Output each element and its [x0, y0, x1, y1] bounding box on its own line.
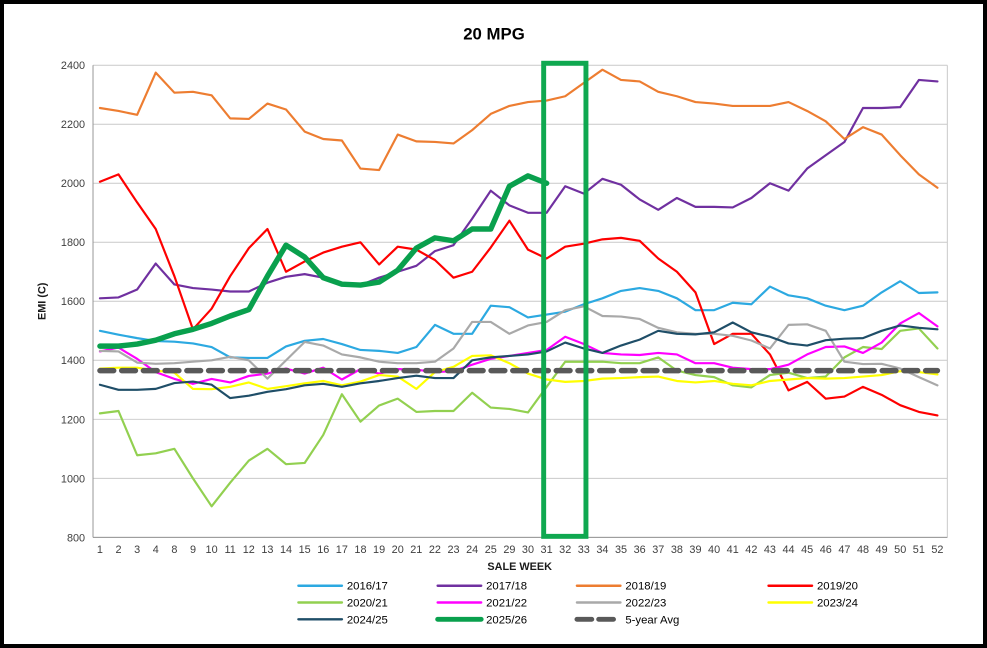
y-axis-title: EMI (C)	[37, 282, 49, 320]
x-tick-label: 46	[820, 544, 832, 556]
x-tick-label: 51	[913, 544, 925, 556]
x-tick-label: 14	[280, 544, 292, 556]
x-tick-label: 22	[429, 544, 441, 556]
x-tick-label: 43	[764, 544, 776, 556]
x-tick-label: 49	[876, 544, 888, 556]
series-line-2019-20	[98, 173, 939, 417]
x-tick-label: 2	[116, 544, 122, 556]
legend-item: 2018/19	[575, 581, 666, 593]
x-tick-label: 25	[485, 544, 497, 556]
y-tick-label: 2400	[61, 60, 85, 72]
x-tick-label: 18	[354, 544, 366, 556]
series-line-2017-18	[98, 78, 939, 300]
x-tick-label: 38	[671, 544, 683, 556]
series-line-2022-23	[98, 305, 939, 387]
x-tick-label: 50	[894, 544, 906, 556]
y-tick-label: 2000	[61, 178, 85, 190]
x-tick-label: 19	[373, 544, 385, 556]
x-tick-label: 8	[171, 544, 177, 556]
legend-item: 2020/21	[297, 597, 388, 609]
axes	[92, 65, 948, 538]
y-tick-label: 1600	[61, 296, 85, 308]
x-tick-label: 16	[317, 544, 329, 556]
x-tick-label: 47	[838, 544, 850, 556]
series-lines	[97, 68, 941, 508]
x-tick-label: 32	[559, 544, 571, 556]
legend-item: 2025/26	[435, 614, 527, 626]
legend-item: 2024/25	[297, 614, 388, 626]
legend-item: 2023/24	[767, 597, 858, 609]
legend-item: 2017/18	[436, 581, 527, 593]
series-line-2020-21	[98, 327, 939, 508]
highlight-annotation	[541, 60, 589, 539]
y-tick-label: 800	[67, 532, 85, 544]
x-tick-label: 33	[578, 544, 590, 556]
x-tick-label: 39	[689, 544, 701, 556]
x-tick-label: 11	[225, 544, 236, 556]
legend-item: 2021/22	[436, 597, 527, 609]
legend-label: 5-year Avg	[625, 614, 679, 626]
x-tick-label: 52	[931, 544, 943, 556]
highlight-rect-weeks-31-32	[541, 60, 589, 539]
x-tick-label: 42	[745, 544, 757, 556]
y-tick-label: 2200	[61, 119, 85, 131]
x-tick-label: 15	[299, 544, 311, 556]
x-tick-label: 44	[783, 544, 795, 556]
gridlines	[93, 64, 948, 538]
legend-label: 2025/26	[486, 614, 527, 626]
y-tick-label: 1200	[61, 414, 85, 426]
x-tick-label: 4	[153, 544, 159, 556]
legend-label: 2016/17	[347, 581, 388, 593]
y-tick-label: 1800	[61, 237, 85, 249]
x-tick-label: 37	[652, 544, 664, 556]
series-line-2018-19	[98, 68, 939, 189]
x-tick-label: 13	[261, 544, 273, 556]
x-tick-label: 36	[634, 544, 646, 556]
x-tick-label: 21	[410, 544, 422, 556]
x-tick-label: 34	[596, 544, 608, 556]
legend-item: 2022/23	[575, 597, 666, 609]
x-tick-labels: 1 2 3 4 8 9 10 11 12 13 14 15 16 17 18 19 20 21 22 23 24 25 29…	[97, 544, 944, 556]
legend-label: 2023/24	[817, 597, 858, 609]
legend-label: 2020/21	[347, 597, 388, 609]
legend-label: 2017/18	[486, 581, 527, 593]
x-axis-title: SALE WEEK	[487, 561, 552, 573]
legend-label: 2022/23	[625, 597, 666, 609]
x-tick-label: 41	[727, 544, 739, 556]
legend-item: 2016/17	[297, 581, 388, 593]
x-tick-label: 12	[243, 544, 255, 556]
chart-title: 20 MPG	[463, 25, 525, 44]
x-tick-label: 31	[541, 544, 553, 556]
x-tick-label: 29	[503, 544, 515, 556]
legend-label: 2021/22	[486, 597, 527, 609]
x-tick-label: 23	[447, 544, 459, 556]
legend-label: 2024/25	[347, 614, 388, 626]
x-tick-label: 9	[190, 544, 196, 556]
legend-item: 2019/20	[767, 581, 858, 593]
x-tick-label: 24	[466, 544, 478, 556]
legend-label: 2018/19	[625, 581, 666, 593]
x-tick-label: 3	[134, 544, 140, 556]
series-line-2025-26	[97, 173, 550, 349]
y-tick-label: 1000	[61, 473, 85, 485]
series-line-2024-25	[98, 321, 939, 400]
legend: 2016/17 2017/18 2018/19 2019/20 2020/21 2021/…	[297, 581, 858, 626]
x-tick-label: 45	[801, 544, 813, 556]
legend-label: 2019/20	[817, 581, 858, 593]
x-tick-label: 30	[522, 544, 534, 556]
x-tick-label: 35	[615, 544, 627, 556]
x-tick-label: 48	[857, 544, 869, 556]
x-tick-label: 1	[97, 544, 103, 556]
x-tick-label: 40	[708, 544, 720, 556]
y-tick-label: 1400	[61, 355, 85, 367]
legend-item: 5-year Avg	[574, 614, 679, 626]
x-tick-label: 17	[336, 544, 348, 556]
x-tick-label: 10	[206, 544, 218, 556]
y-tick-labels: 800 1000 1200 1400 1600 1800 2000 2200 2400	[61, 60, 85, 544]
x-tick-label: 20	[392, 544, 404, 556]
